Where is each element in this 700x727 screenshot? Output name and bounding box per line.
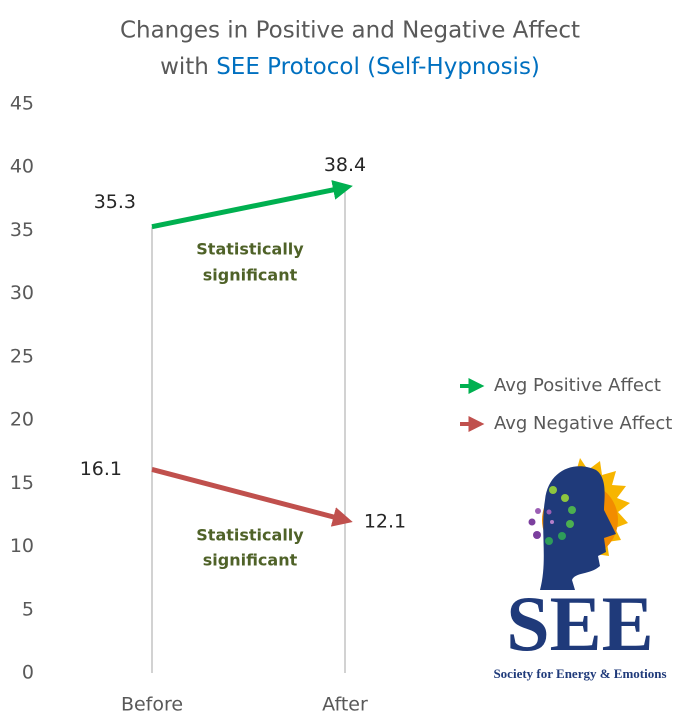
y-tick-label: 30 (10, 282, 34, 304)
logo-head (540, 466, 616, 590)
data-label: 12.1 (364, 511, 406, 533)
title-plain: with (160, 54, 209, 80)
x-tick-label: Before (121, 694, 183, 716)
logo-tagline: Society for Energy & Emotions (493, 666, 666, 681)
y-tick-label: 20 (10, 409, 34, 431)
logo: SEE Society for Energy & Emotions (493, 458, 667, 681)
series-line (151, 180, 353, 230)
annotation: significant (203, 551, 298, 570)
x-tick-label: After (322, 694, 368, 716)
series-line (151, 467, 353, 527)
y-tick-label: 45 (10, 93, 34, 115)
y-tick-label: 40 (10, 156, 34, 178)
y-tick-label: 15 (10, 472, 34, 494)
chart-title-line2: with SEE Protocol (Self-Hypnosis) (160, 54, 540, 80)
legend-label: Avg Negative Affect (494, 413, 672, 434)
data-label: 38.4 (324, 154, 366, 176)
y-tick-label: 25 (10, 345, 34, 367)
annotation: Statistically (196, 240, 304, 259)
logo-spiral (528, 486, 576, 545)
y-tick-label: 35 (10, 219, 34, 241)
y-tick-label: 10 (10, 535, 34, 557)
data-label: 16.1 (80, 458, 122, 480)
y-tick-label: 0 (22, 662, 34, 684)
logo-name: SEE (506, 580, 653, 667)
annotation: Statistically (196, 526, 304, 545)
legend-label: Avg Positive Affect (494, 375, 661, 396)
data-label: 35.3 (94, 191, 136, 213)
plot: 0 5 10 15 20 25 30 35 40 45 Before After 35.3 38.4 Avg… (10, 93, 673, 716)
chart-title: Changes in Positive and Negative Affect (120, 18, 580, 44)
y-tick-label: 5 (22, 598, 34, 620)
annotation: significant (203, 266, 298, 285)
title-highlight: SEE Protocol (Self-Hypnosis) (216, 54, 540, 80)
